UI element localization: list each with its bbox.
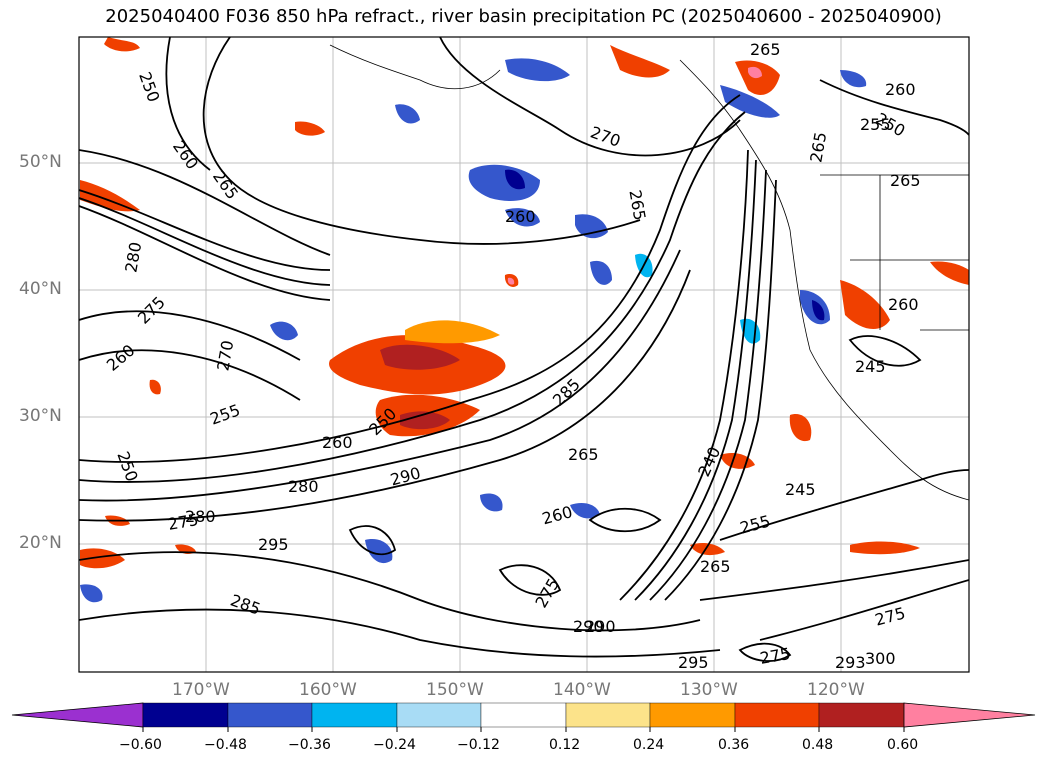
colorbar-segment (565, 702, 651, 728)
colorbar-tick-label: 0.12 (549, 737, 581, 753)
contour-label: 260 (505, 207, 536, 226)
coastlines (329, 44, 969, 501)
contour-label: 300 (865, 649, 896, 668)
lon-label: 130°W (680, 680, 738, 700)
contour-label: 285 (228, 590, 263, 618)
contour-label: 265 (806, 131, 830, 164)
contour-label: 260 (169, 137, 202, 173)
colorbar-extend-low (11, 702, 144, 728)
contour-label: 250 (113, 449, 141, 484)
contour-label: 280 (288, 477, 319, 496)
contour-label: 265 (890, 171, 921, 190)
contour-label: 275 (134, 293, 169, 328)
contour-label: 265 (750, 40, 781, 59)
contour-label: 250 (135, 69, 163, 104)
contour-label: 293 (835, 653, 866, 672)
colorbar-tick-label: −0.24 (373, 737, 416, 753)
colorbar-segment (734, 702, 820, 728)
contour-label: 255 (207, 400, 242, 428)
colorbar-tick-label: 0.48 (802, 737, 834, 753)
lon-label: 170°W (172, 680, 230, 700)
precip-positive-areas (80, 37, 969, 569)
contour-label: 265 (625, 188, 649, 221)
colorbar-tick-label: 0.24 (633, 737, 665, 753)
contour-label: 280 (185, 507, 216, 526)
colorbar-segment (480, 702, 567, 728)
lat-label: 20°N (19, 533, 62, 553)
colorbar-tick-label: −0.12 (457, 737, 500, 753)
graticule (79, 37, 969, 672)
colorbar-segment (396, 702, 482, 728)
colorbar-tick-label: 0.36 (718, 737, 750, 753)
colorbar-tick-label: 0.60 (887, 737, 919, 753)
contour-label: 245 (855, 357, 886, 376)
lon-label: 160°W (299, 680, 357, 700)
lon-label: 120°W (807, 680, 865, 700)
colorbar-segment (818, 702, 905, 728)
colorbar-segment (649, 702, 736, 728)
contour-label: 290 (573, 617, 604, 636)
lat-label: 30°N (19, 406, 62, 426)
contour-label: 260 (103, 341, 139, 375)
contour-label: 285 (549, 375, 584, 410)
colorbar-segment (227, 702, 313, 728)
contour-label: 265 (700, 557, 731, 576)
contour-label: 255 (738, 511, 772, 537)
contour-label: 290 (585, 617, 616, 636)
contour-label: 275 (758, 644, 791, 668)
contour-label: 260 (322, 433, 353, 452)
contour-label: 245 (785, 480, 816, 499)
contour-label: 280 (121, 241, 145, 274)
contour-label: 295 (678, 653, 709, 672)
refractivity-contours (79, 37, 969, 662)
map-title: 2025040400 F036 850 hPa refract., river … (105, 6, 942, 27)
lon-label: 150°W (426, 680, 484, 700)
contour-label: 260 (540, 502, 574, 528)
lon-label: 140°W (553, 680, 611, 700)
colorbar-segment (311, 702, 398, 728)
contour-labels: 250 260 265 270 280 275 260 270 255 250 … (103, 40, 921, 672)
colorbar-extend-high (903, 702, 1036, 728)
colorbar-tick-label: −0.48 (204, 737, 247, 753)
contour-label: 265 (568, 445, 599, 464)
map-frame (78, 36, 970, 673)
contour-label: 290 (388, 463, 422, 489)
colorbar-tick-label: −0.36 (288, 737, 331, 753)
contour-label: 255 (860, 115, 891, 134)
colorbar-segment (142, 702, 229, 728)
contour-label: 260 (885, 80, 916, 99)
colorbar-tick-label: −0.60 (119, 737, 162, 753)
lat-label: 50°N (19, 152, 62, 172)
contour-label: 260 (888, 295, 919, 314)
contour-label: 275 (531, 575, 563, 611)
precip-negative-areas (80, 58, 867, 603)
contour-label: 295 (258, 535, 289, 554)
colorbar (11, 702, 1036, 732)
lat-label: 40°N (19, 279, 62, 299)
